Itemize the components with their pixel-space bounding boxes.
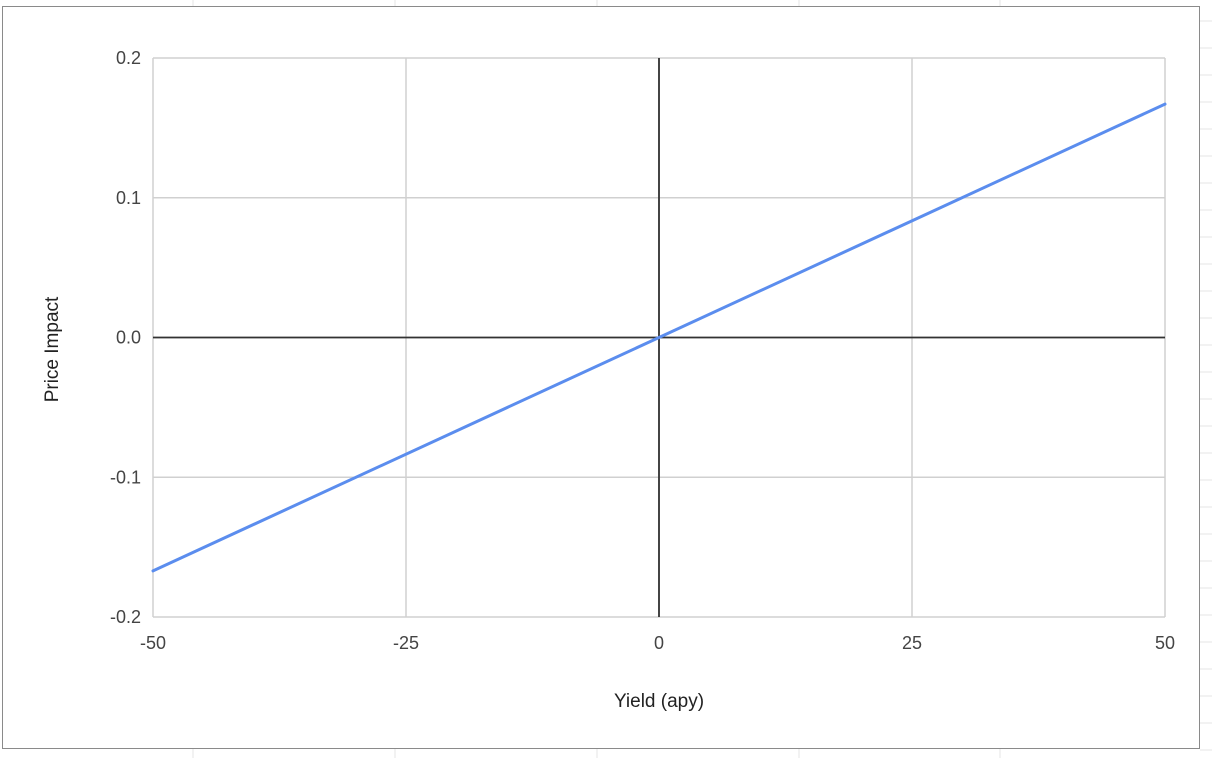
series-layer [151, 102, 1167, 573]
y-tick-labels: -0.2 -0.1 0.0 0.1 0.2 [110, 48, 141, 627]
y-tick-label: 0.2 [116, 48, 141, 68]
x-tick-label: 50 [1155, 633, 1175, 653]
y-tick-label: -0.1 [110, 467, 141, 487]
x-tick-label: 25 [902, 633, 922, 653]
y-tick-label: 0.1 [116, 188, 141, 208]
x-tick-label: 0 [654, 633, 664, 653]
y-axis-title: Price Impact [42, 296, 63, 402]
line-chart: -50 -25 0 25 50 -0.2 -0.1 0.0 0.1 0.2 Yield (apy… [42, 48, 1175, 712]
y-tick-label: -0.2 [110, 607, 141, 627]
series-line [151, 102, 1167, 573]
x-tick-labels: -50 -25 0 25 50 [140, 633, 1175, 653]
x-tick-label: -50 [140, 633, 166, 653]
chart-container[interactable]: -50 -25 0 25 50 -0.2 -0.1 0.0 0.1 0.2 Yield (apy… [2, 6, 1200, 749]
x-tick-label: -25 [393, 633, 419, 653]
y-tick-label: 0.0 [116, 328, 141, 348]
x-axis-title: Yield (apy) [614, 691, 704, 712]
